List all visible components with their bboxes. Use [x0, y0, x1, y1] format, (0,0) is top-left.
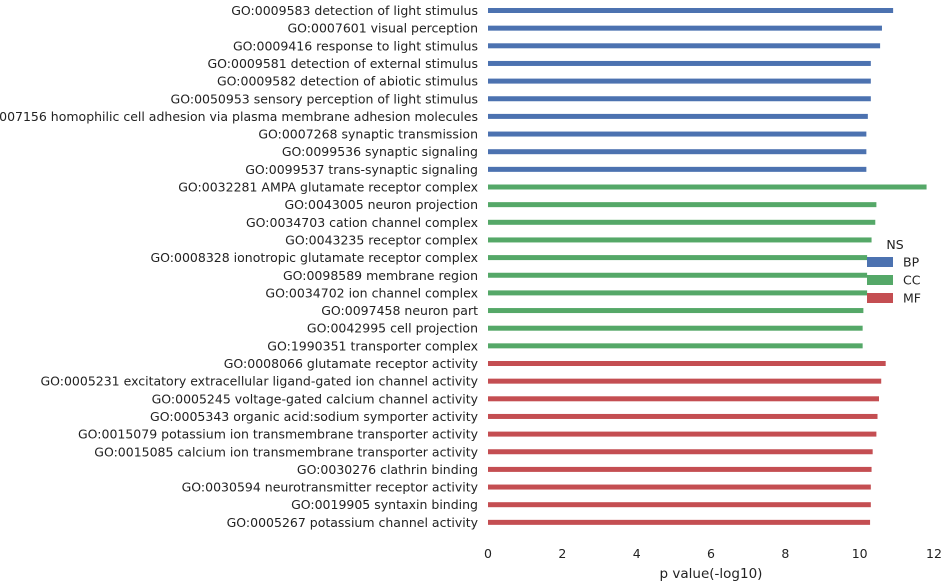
bar-mf-23 [488, 413, 878, 419]
bar-mf-27 [488, 484, 871, 490]
bar-bp-8 [488, 149, 867, 155]
bar-mf-29 [488, 519, 871, 525]
category-label: GO:0015079 potassium ion transmembrane t… [78, 427, 479, 442]
x-tick-label: 8 [781, 546, 789, 561]
category-label: GO:0015085 calcium ion transmembrane tra… [94, 444, 478, 459]
bar-bp-1 [488, 25, 882, 31]
bar-mf-24 [488, 431, 877, 437]
category-label: GO:0009583 detection of light stimulus [231, 3, 478, 18]
category-label: GO:0043005 neuron projection [284, 197, 478, 212]
category-label: GO:0005267 potassium channel activity [227, 515, 479, 530]
category-label: GO:0099537 trans-synaptic signaling [245, 162, 478, 177]
bar-cc-15 [488, 272, 868, 278]
bar-cc-10 [488, 184, 927, 190]
bar-cc-14 [488, 255, 868, 261]
category-label: GO:0007601 visual perception [287, 21, 478, 36]
bar-cc-19 [488, 343, 863, 349]
legend-swatch-bp [867, 257, 893, 267]
category-label: GO:0030276 clathrin binding [297, 462, 478, 477]
bar-bp-2 [488, 43, 881, 49]
category-labels-layer: GO:0009583 detection of light stimulus GO… [0, 3, 479, 530]
x-tick-label: 10 [852, 546, 868, 561]
bar-bp-3 [488, 60, 871, 66]
category-label: GO:0009581 detection of external stimulu… [208, 56, 479, 71]
category-label: GO:0097458 neuron part [321, 303, 478, 318]
x-axis-title: p value(-log10) [660, 566, 763, 582]
category-label: GO:1990351 transporter complex [267, 338, 478, 353]
bar-bp-9 [488, 166, 867, 172]
bar-bp-4 [488, 78, 871, 84]
bar-cc-17 [488, 308, 864, 314]
category-label: GO:0008328 ionotropic glutamate receptor… [151, 250, 479, 265]
bar-cc-11 [488, 202, 877, 208]
bar-cc-16 [488, 290, 868, 296]
category-label: GO:0098589 membrane region [283, 268, 478, 283]
x-tick-label: 2 [558, 546, 566, 561]
category-label: GO:0005231 excitatory extracellular liga… [40, 374, 478, 389]
legend-label-bp: BP [903, 255, 920, 270]
bar-mf-22 [488, 396, 879, 402]
category-label: GO:0019905 syntaxin binding [291, 497, 478, 512]
category-label: GO:0034703 cation channel complex [246, 215, 478, 230]
x-tick-label: 12 [926, 546, 942, 561]
category-label: GO:0007156 homophilic cell adhesion via … [0, 109, 478, 124]
legend-swatch-mf [867, 293, 893, 303]
category-label: GO:0030594 neurotransmitter receptor act… [182, 480, 479, 495]
category-label: GO:0032281 AMPA glutamate receptor compl… [178, 180, 478, 195]
category-label: GO:0005245 voltage-gated calcium channel… [152, 391, 479, 406]
bar-mf-26 [488, 466, 872, 472]
category-label: GO:0043235 receptor complex [285, 232, 478, 247]
bar-cc-13 [488, 237, 872, 243]
bar-bp-5 [488, 96, 871, 102]
bar-mf-25 [488, 449, 873, 455]
legend-title: NS [886, 237, 903, 252]
x-axis: 0 2 4 6 8 10 12 [484, 546, 942, 561]
bars-layer [488, 8, 927, 525]
category-label: GO:0005343 organic acid:sodium symporter… [150, 409, 479, 424]
category-label: GO:0042995 cell projection [307, 321, 478, 336]
category-label: GO:0009416 response to light stimulus [233, 38, 478, 53]
legend-label-mf: MF [903, 291, 921, 306]
bar-bp-7 [488, 131, 867, 137]
legend-label-cc: CC [903, 273, 921, 288]
category-label: GO:0007268 synaptic transmission [258, 127, 478, 142]
x-tick-label: 0 [484, 546, 492, 561]
bar-cc-18 [488, 325, 863, 331]
bar-cc-12 [488, 219, 876, 225]
category-label: GO:0008066 glutamate receptor activity [224, 356, 479, 371]
category-label: GO:0009582 detection of abiotic stimulus [217, 74, 478, 89]
bar-bp-0 [488, 8, 894, 13]
category-label: GO:0034702 ion channel complex [265, 285, 478, 300]
bar-bp-6 [488, 113, 868, 119]
x-tick-label: 4 [633, 546, 641, 561]
legend: NS BP CC MF [867, 237, 921, 306]
bar-mf-20 [488, 361, 886, 366]
legend-swatch-cc [867, 275, 893, 285]
bar-mf-21 [488, 378, 882, 384]
category-label: GO:0050953 sensory perception of light s… [171, 91, 478, 106]
x-tick-label: 6 [707, 546, 715, 561]
bar-mf-28 [488, 502, 871, 508]
category-label: GO:0099536 synaptic signaling [282, 144, 478, 159]
